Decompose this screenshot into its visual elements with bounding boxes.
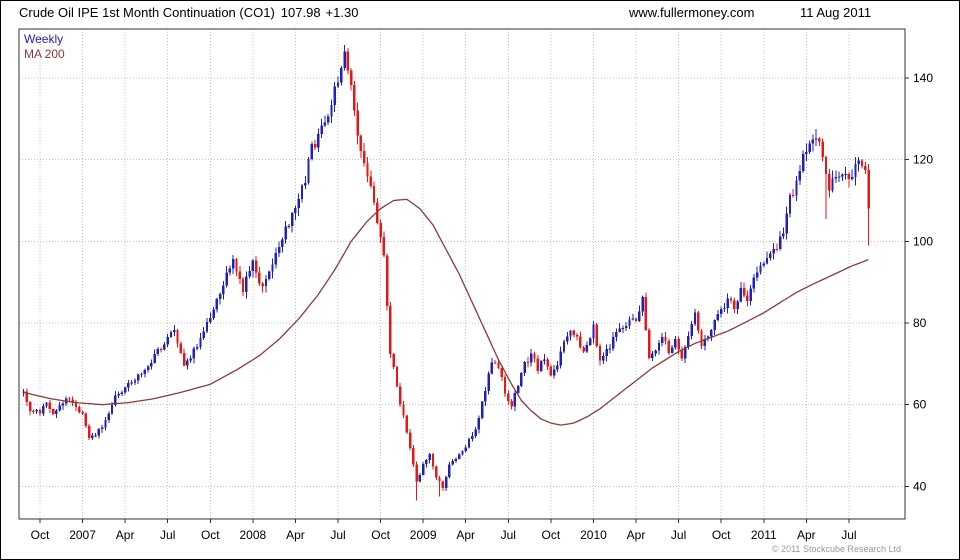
x-tick-label: Apr [286,528,305,542]
y-axis-labels: 40 60 80 100 120 140 [913,71,933,493]
x-tick-label: Jul [160,528,175,542]
x-tick-label: 2010 [580,528,607,542]
x-tick-label: Apr [627,528,646,542]
website-label[interactable]: www.fullermoney.com [629,5,755,20]
x-tick-label: Oct [712,528,731,542]
y-tick-label: 40 [913,479,927,493]
x-tick-label: 2009 [410,528,437,542]
y-tick-label: 100 [913,234,933,248]
x-tick-label: Oct [31,528,50,542]
grid-layer [19,29,909,523]
candles-layer [22,44,870,501]
legend-weekly: Weekly [24,32,64,46]
y-tick-label: 120 [913,153,933,167]
y-tick-label: 80 [913,316,927,330]
legend-ma200: MA 200 [24,47,65,61]
title-group: Crude Oil IPE 1st Month Continuation (CO… [19,5,358,20]
legend: Weekly MA 200 [24,32,65,62]
x-tick-label: Oct [371,528,390,542]
plot-border [18,28,906,520]
x-tick-label: Oct [542,528,561,542]
copyright: © 2011 Stockcube Research Ltd [771,544,901,554]
y-tick-label: 60 [913,398,927,412]
y-tick-label: 140 [913,71,933,85]
x-tick-label: Jul [330,528,345,542]
price-change: +1.30 [325,5,359,20]
x-tick-label: 2008 [239,528,266,542]
x-tick-label: 2007 [69,528,96,542]
ma200-line [23,198,869,426]
x-tick-label: 2011 [751,528,777,542]
x-tick-label: Apr [797,528,816,542]
chart-title: Crude Oil IPE 1st Month Continuation (CO… [19,5,275,20]
x-tick-label: Jul [841,528,856,542]
x-tick-label: Oct [201,528,220,542]
header: Crude Oil IPE 1st Month Continuation (CO… [19,5,949,23]
last-price: 107.98 [280,5,321,20]
x-tick-label: Jul [501,528,516,542]
x-tick-label: Jul [671,528,686,542]
date-label: 11 Aug 2011 [800,5,872,20]
x-tick-label: Apr [456,528,475,542]
x-axis-labels: Oct 2007 Apr Jul Oct 2008 Apr Jul Oct 2009 Apr Jul O… [31,528,857,542]
x-tick-label: Apr [116,528,135,542]
